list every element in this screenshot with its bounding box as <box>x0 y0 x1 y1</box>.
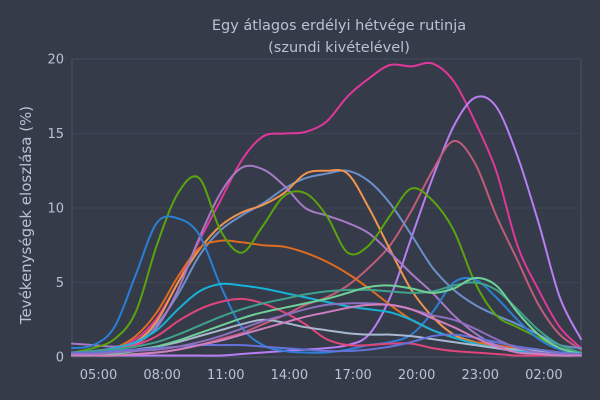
x-axis-ticks: 05:00 08:00 11:00 14:00 17:00 20:00 23:00 02:00 <box>80 368 563 383</box>
line-series-14 <box>71 276 582 357</box>
x-tick-label: 17:00 <box>334 368 371 383</box>
y-tick-label: 20 <box>47 53 64 68</box>
line-series-9 <box>71 215 582 354</box>
line-series-12 <box>71 281 582 354</box>
line-series-17 <box>71 303 582 357</box>
series-group <box>71 61 582 357</box>
line-series-11 <box>71 297 582 357</box>
line-series-15 <box>71 333 582 355</box>
grid <box>72 58 581 283</box>
y-tick-label: 0 <box>56 351 64 366</box>
x-tick-label: 20:00 <box>398 368 435 383</box>
line-series-2 <box>71 95 582 357</box>
x-tick-label: 08:00 <box>143 368 180 383</box>
y-axis-label: Tevékenységek eloszlása (%) <box>17 106 35 325</box>
chart-title-line-2: (szundi kivételével) <box>268 40 410 56</box>
line-series-16 <box>71 302 582 357</box>
x-tick-label: 23:00 <box>462 368 499 383</box>
y-axis-ticks: 0 5 10 15 20 <box>47 53 64 366</box>
y-tick-label: 15 <box>47 127 64 142</box>
line-series-8 <box>71 175 582 355</box>
x-tick-label: 05:00 <box>80 368 117 383</box>
x-tick-label: 02:00 <box>525 368 562 383</box>
x-tick-label: 11:00 <box>207 368 244 383</box>
chart-title-line-1: Egy átlagos erdélyi hétvége rutinja <box>212 18 466 34</box>
y-tick-label: 5 <box>56 276 64 291</box>
x-tick-label: 14:00 <box>271 368 308 383</box>
y-tick-label: 10 <box>47 202 64 217</box>
line-series-1 <box>71 61 582 354</box>
